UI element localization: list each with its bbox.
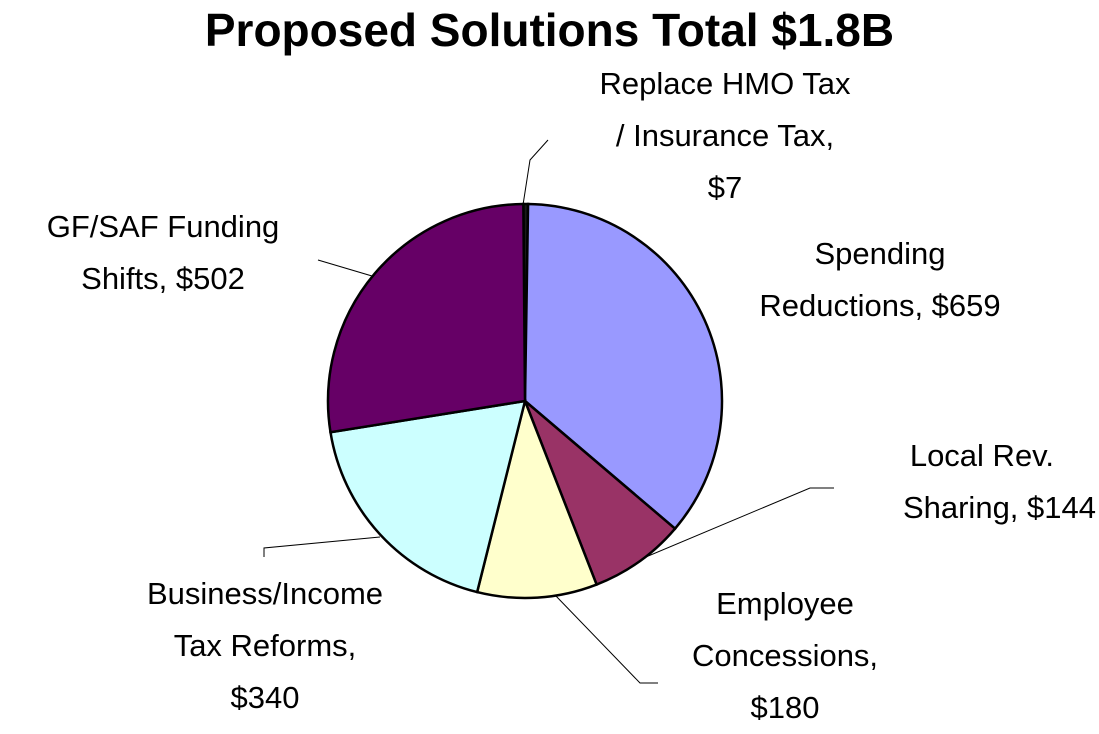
leader-lines [263, 139, 834, 684]
slice-label-spending-reductions: Spending Reductions, $659 [710, 228, 1050, 332]
leader-line [263, 536, 381, 557]
slice-label-line: Local Rev. [909, 438, 1054, 473]
pie-slice-business-income-tax [329, 399, 527, 594]
leader-line [317, 259, 373, 277]
slice-label-line: Concessions, [691, 638, 879, 673]
leader-line [595, 487, 834, 579]
slice-label-line: $340 [230, 680, 300, 715]
slice-label-line: / Insurance Tax, [615, 118, 835, 153]
slice-label-business-income-tax: Business/Income Tax Reforms, $340 [95, 568, 435, 724]
slice-label-line: $180 [750, 690, 820, 725]
slice-label-line: GF/SAF Funding [46, 209, 280, 244]
slice-label-line: Spending [814, 236, 946, 271]
leader-line [522, 139, 549, 206]
slice-label-gf-saf-funding-shifts: GF/SAF Funding Shifts, $502 [8, 201, 318, 305]
pie-slice-gf-saf-funding-shifts [326, 202, 527, 434]
slice-label-line: $7 [707, 170, 743, 205]
pie-slice-local-rev-sharing [523, 400, 677, 587]
slice-label-line: Employee [716, 586, 854, 621]
chart-title: Proposed Solutions Total $1.8B [204, 4, 895, 56]
slice-label-line: Replace HMO Tax [599, 66, 851, 101]
slice-label-line: Business/Income [146, 576, 384, 611]
pie-slices [326, 202, 724, 600]
slice-label-line: Reductions, $659 [759, 288, 1001, 323]
pie-slice-employee-concessions [475, 396, 599, 600]
slice-label-employee-concessions: Employee Concessions, $180 [640, 578, 930, 734]
slice-label-line: Shifts, $502 [81, 261, 245, 296]
slice-label-hmo-tax: Replace HMO Tax / Insurance Tax, $7 [545, 58, 905, 214]
slice-label-line: Tax Reforms, [173, 628, 357, 663]
leader-line [554, 594, 658, 684]
pie-slice-spending-reductions [523, 202, 724, 531]
slice-label-local-rev-sharing: Local Rev. Sharing, $144 [760, 430, 1096, 534]
slice-label-line: Sharing, $144 [902, 490, 1096, 525]
